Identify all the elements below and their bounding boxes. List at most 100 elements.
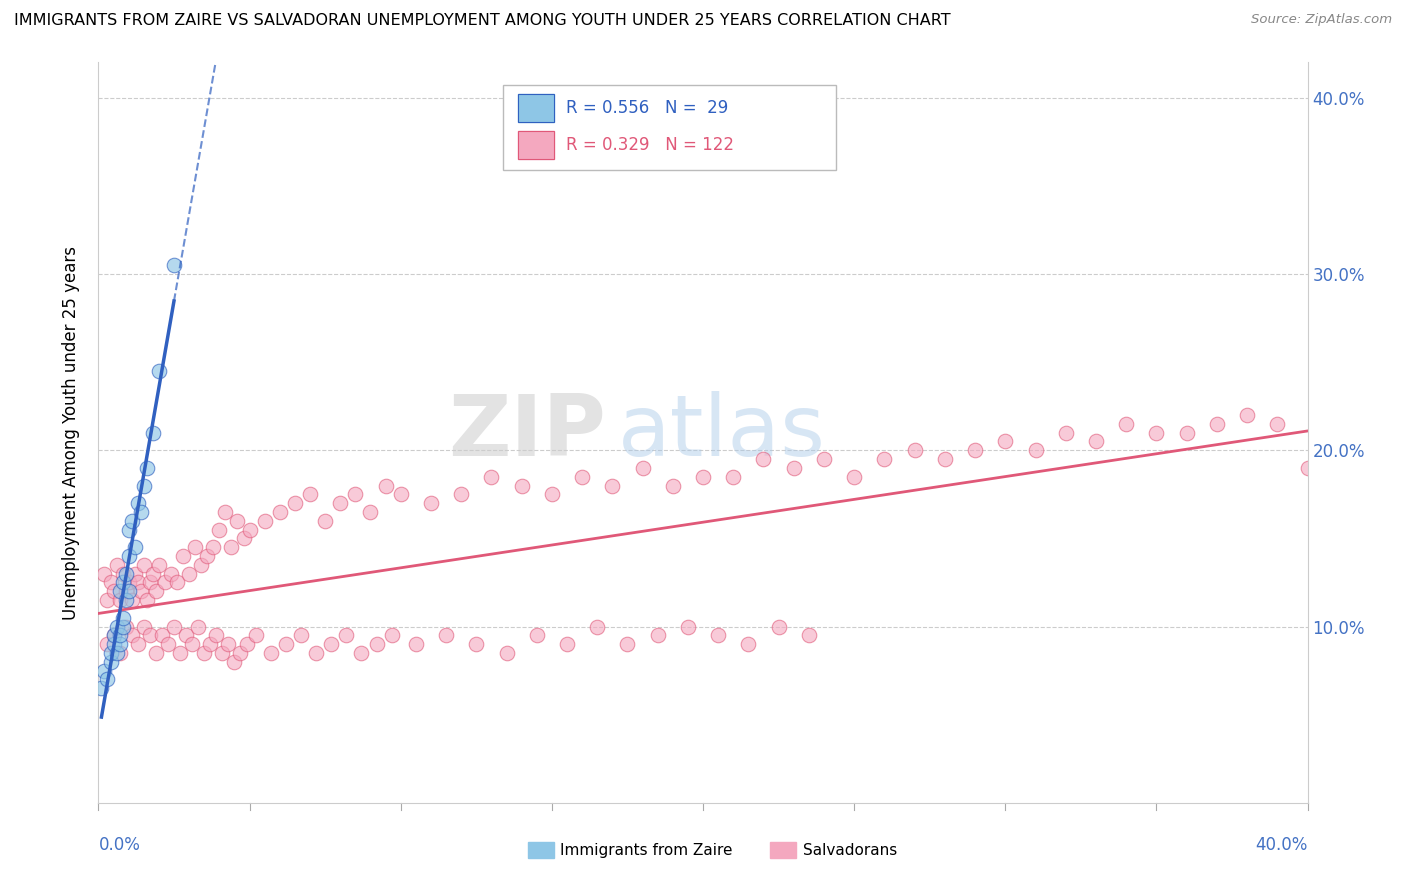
Point [190, 558, 212, 572]
Point [676, 619, 699, 633]
Point [150, 628, 173, 642]
Point [540, 487, 562, 501]
Text: ZIP: ZIP [449, 391, 606, 475]
Point [205, 628, 228, 642]
Point [156, 637, 179, 651]
Point [344, 487, 367, 501]
Point [135, 461, 157, 475]
Text: Salvadorans: Salvadorans [803, 843, 897, 858]
Point [121, 628, 143, 642]
Point [111, 610, 134, 624]
Text: atlas: atlas [619, 391, 827, 475]
Point [389, 487, 412, 501]
Point [661, 478, 683, 492]
Point [1206, 417, 1229, 431]
Point [366, 637, 388, 651]
Point [195, 549, 218, 563]
Point [127, 637, 149, 651]
Point [994, 434, 1017, 449]
Point [226, 514, 249, 528]
Point [121, 593, 143, 607]
Point [1085, 434, 1108, 449]
Point [420, 496, 443, 510]
Point [208, 523, 231, 537]
Point [181, 637, 204, 651]
Point [200, 637, 222, 651]
Point [184, 540, 207, 554]
Text: Immigrants from Zaire: Immigrants from Zaire [561, 843, 733, 858]
Point [299, 487, 322, 501]
Point [129, 505, 152, 519]
Point [139, 628, 162, 642]
Point [118, 575, 141, 590]
Point [314, 514, 336, 528]
Point [405, 637, 427, 651]
Point [217, 637, 239, 651]
Point [166, 575, 188, 590]
Point [111, 575, 134, 590]
Point [844, 469, 866, 483]
Point [174, 628, 197, 642]
Point [100, 655, 122, 669]
Point [124, 566, 146, 581]
Point [127, 575, 149, 590]
Point [904, 443, 927, 458]
Point [153, 575, 176, 590]
Point [132, 558, 155, 572]
Point [211, 646, 233, 660]
Point [616, 637, 638, 651]
Point [118, 584, 141, 599]
Point [321, 637, 343, 651]
Point [526, 628, 548, 642]
Text: Source: ZipAtlas.com: Source: ZipAtlas.com [1251, 13, 1392, 27]
Point [495, 646, 517, 660]
Point [260, 646, 283, 660]
Point [647, 628, 669, 642]
Point [229, 646, 252, 660]
Point [108, 628, 131, 642]
Point [1236, 408, 1258, 422]
Point [873, 452, 896, 467]
Point [571, 469, 593, 483]
Point [139, 575, 162, 590]
Point [214, 505, 236, 519]
Text: R = 0.556   N =  29: R = 0.556 N = 29 [567, 99, 728, 117]
Point [145, 584, 167, 599]
Point [103, 628, 125, 642]
Point [108, 646, 131, 660]
Point [707, 628, 730, 642]
Point [813, 452, 835, 467]
Point [145, 646, 167, 660]
Point [245, 628, 267, 642]
Point [239, 523, 262, 537]
Point [374, 478, 396, 492]
Text: R = 0.329   N = 122: R = 0.329 N = 122 [567, 136, 734, 154]
Point [90, 681, 112, 696]
Text: 40.0%: 40.0% [1256, 836, 1308, 855]
Point [381, 628, 404, 642]
Point [1024, 443, 1046, 458]
Point [148, 558, 170, 572]
Point [103, 584, 125, 599]
Point [692, 469, 714, 483]
Point [105, 558, 128, 572]
Point [93, 566, 115, 581]
Point [187, 619, 209, 633]
Point [96, 637, 118, 651]
Point [108, 637, 131, 651]
Point [114, 593, 136, 607]
Point [118, 523, 141, 537]
Point [202, 540, 225, 554]
Point [114, 619, 136, 633]
Bar [527, 842, 554, 858]
Point [434, 628, 457, 642]
Point [105, 646, 128, 660]
Point [148, 364, 170, 378]
Point [114, 584, 136, 599]
Point [96, 593, 118, 607]
Point [752, 452, 775, 467]
Point [132, 478, 155, 492]
Point [465, 637, 488, 651]
Point [768, 619, 790, 633]
Text: IMMIGRANTS FROM ZAIRE VS SALVADORAN UNEMPLOYMENT AMONG YOUTH UNDER 25 YEARS CORR: IMMIGRANTS FROM ZAIRE VS SALVADORAN UNEM… [14, 13, 950, 29]
